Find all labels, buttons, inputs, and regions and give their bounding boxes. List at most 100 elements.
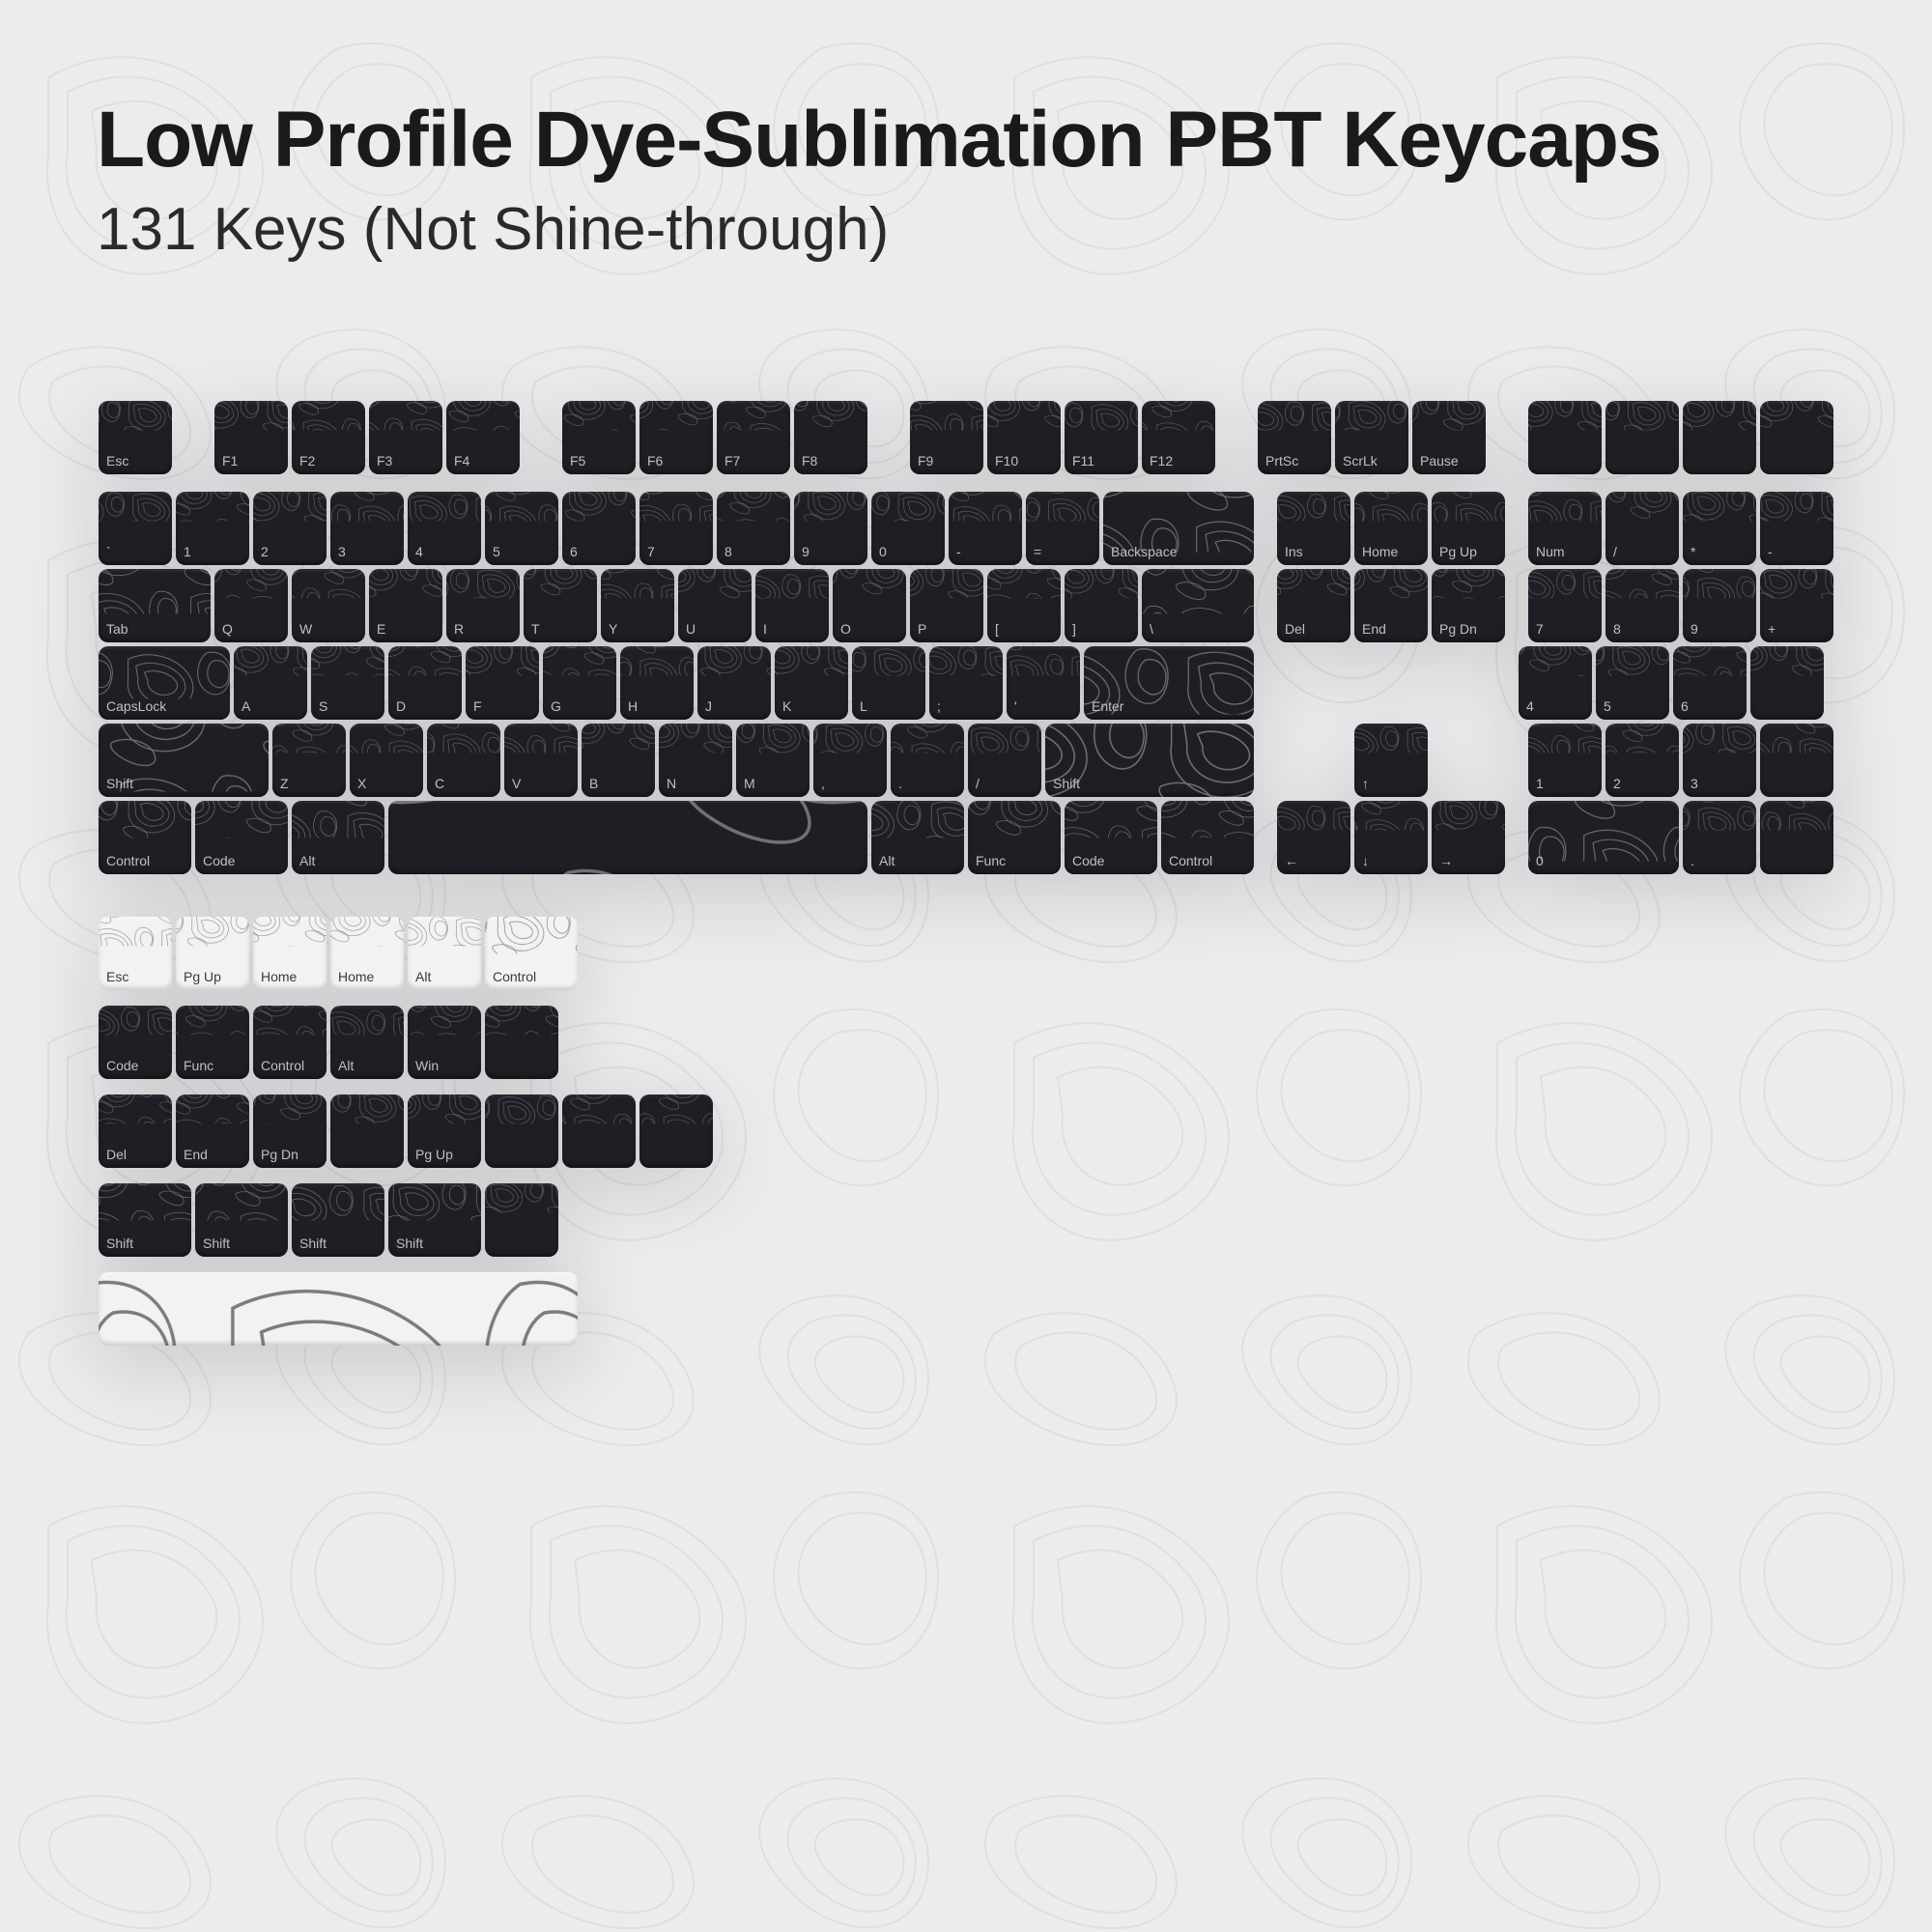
keycap: Alt — [292, 801, 384, 874]
keycap: . — [1683, 801, 1756, 874]
keycap-label: End — [184, 1147, 208, 1162]
keycap: F3 — [369, 401, 442, 474]
keycap-topo-pattern — [1528, 401, 1602, 430]
key-group: F5F6F7F8 — [560, 399, 869, 476]
keycap: - — [949, 492, 1022, 565]
keycap-topo-pattern — [1528, 569, 1602, 598]
keycap-topo-pattern — [1354, 801, 1428, 830]
keycap-topo-pattern — [1065, 569, 1138, 598]
key-group: `1234567890-=Backspace — [97, 490, 1256, 567]
keycap: PrtSc — [1258, 401, 1331, 474]
keycap: * — [1683, 492, 1756, 565]
keycap-topo-pattern — [388, 1183, 481, 1220]
extra-row: CodeFuncControlAltWin — [97, 1004, 1835, 1081]
keycap: Pg Up — [408, 1094, 481, 1168]
keycap-topo-pattern — [253, 917, 327, 946]
keycap-topo-pattern — [1605, 401, 1679, 430]
keycap: R — [446, 569, 520, 642]
keycap-topo-pattern — [253, 1006, 327, 1035]
keycap: 4 — [408, 492, 481, 565]
keycap-label: F6 — [647, 453, 663, 469]
keycap-topo-pattern — [1432, 801, 1505, 830]
keycap: 8 — [1605, 569, 1679, 642]
keycap-label: W — [299, 621, 312, 637]
keycap-topo-pattern — [1277, 801, 1350, 830]
keycap-label: Pg Up — [184, 969, 221, 984]
keycap-label: 0 — [879, 544, 887, 559]
keycap-topo-pattern — [292, 1183, 384, 1220]
key-group: ↑ — [1352, 722, 1430, 799]
keycap-topo-pattern — [1277, 569, 1350, 598]
keycap: C — [427, 724, 500, 797]
keycap: I — [755, 569, 829, 642]
keycap-topo-pattern — [485, 917, 578, 953]
keycap: N — [659, 724, 732, 797]
keycap-topo-pattern — [408, 492, 481, 521]
keycap-topo-pattern — [214, 569, 288, 598]
keycap-label: * — [1690, 544, 1695, 559]
keycap-topo-pattern — [717, 492, 790, 521]
keycap: Shift — [292, 1183, 384, 1257]
keycap-topo-pattern — [987, 401, 1061, 430]
keycap: H — [620, 646, 694, 720]
keycap-label: 6 — [1681, 698, 1689, 714]
keycap-topo-pattern — [1354, 724, 1428, 753]
keycap-topo-pattern — [1683, 492, 1756, 521]
keycap-label: ` — [106, 544, 111, 559]
keycap-label: Alt — [879, 853, 895, 868]
keycap-label: Pg Dn — [1439, 621, 1477, 637]
keycap-label: U — [686, 621, 696, 637]
keycap-label: Z — [280, 776, 289, 791]
keycap-topo-pattern — [272, 724, 346, 753]
keycap: + — [1760, 569, 1833, 642]
keycap: F2 — [292, 401, 365, 474]
keycap-topo-pattern — [833, 569, 906, 598]
keycap: F6 — [639, 401, 713, 474]
keycap-topo-pattern — [408, 1006, 481, 1035]
keycap-label: / — [1613, 544, 1617, 559]
keycap: Pg Up — [1432, 492, 1505, 565]
keycap-topo-pattern — [234, 646, 307, 675]
keycap-label: 8 — [724, 544, 732, 559]
keycap-label: Alt — [415, 969, 431, 984]
keycap: F1 — [214, 401, 288, 474]
keycap-topo-pattern — [620, 646, 694, 675]
keycap: Ins — [1277, 492, 1350, 565]
key-group: 789+ — [1526, 567, 1835, 644]
keycap — [485, 1183, 558, 1257]
keycap: Alt — [871, 801, 964, 874]
keycap: 8 — [717, 492, 790, 565]
keycap: 4 — [1519, 646, 1592, 720]
keycap: Code — [195, 801, 288, 874]
keycap-label: 7 — [1536, 621, 1544, 637]
keycap-topo-pattern — [871, 801, 964, 838]
keycap: 1 — [1528, 724, 1602, 797]
keycap-label: Shift — [299, 1236, 327, 1251]
keycap-label: 1 — [1536, 776, 1544, 791]
keycap-label: - — [1768, 544, 1773, 559]
keycap-label: 2 — [1613, 776, 1621, 791]
keycap-topo-pattern — [1026, 492, 1099, 521]
keycap-topo-pattern — [292, 801, 384, 838]
keycap-label: F1 — [222, 453, 238, 469]
keycap-topo-pattern — [388, 801, 867, 874]
keycap-label: Alt — [338, 1058, 354, 1073]
keycap: / — [1605, 492, 1679, 565]
keycap-label: Shift — [396, 1236, 423, 1251]
keycap-label: H — [628, 698, 638, 714]
keycap-topo-pattern — [1432, 492, 1505, 521]
keycap-label: X — [357, 776, 366, 791]
keycap: X — [350, 724, 423, 797]
keycap-topo-pattern — [794, 401, 867, 430]
keycap-topo-pattern — [1519, 646, 1592, 675]
keycap: F7 — [717, 401, 790, 474]
keycap-label: Code — [106, 1058, 138, 1073]
keycap-topo-pattern — [99, 492, 172, 521]
keycap-topo-pattern — [99, 917, 172, 946]
keycap-topo-pattern — [176, 917, 249, 946]
keycap-label: Pg Up — [1439, 544, 1477, 559]
keycap-label: 4 — [415, 544, 423, 559]
keycap-label: 6 — [570, 544, 578, 559]
keycap — [1683, 401, 1756, 474]
keycap: Num — [1528, 492, 1602, 565]
